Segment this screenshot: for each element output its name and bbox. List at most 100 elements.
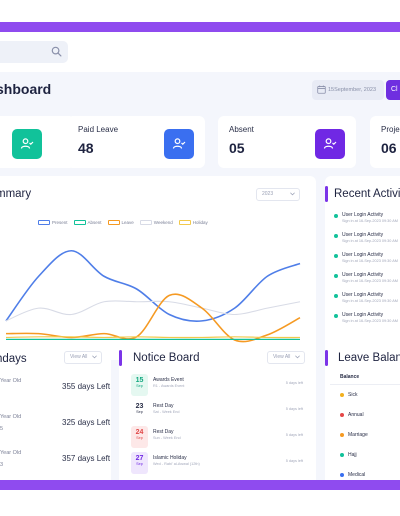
notice-title: Islamic Holiday <box>153 455 187 461</box>
leave-type-dot <box>340 433 344 437</box>
leave-type-label: Annual <box>348 412 364 418</box>
leave-balance-card <box>325 343 400 480</box>
status-dot <box>334 254 338 258</box>
holiday-name-extra: 3 <box>0 462 4 468</box>
notice-title: Awards Event <box>153 377 184 383</box>
holiday-name-extra: 5 <box>0 426 4 432</box>
calendar-icon <box>317 85 326 94</box>
status-dot <box>334 234 338 238</box>
activity-subtitle: Sign in at 16-Sep-2023 09:30 AM <box>342 279 398 283</box>
notice-date-badge: 23 Sep <box>131 400 148 422</box>
stat-icon-box <box>315 129 345 159</box>
activity-title: User Login Activity <box>342 232 384 238</box>
holidays-card <box>0 343 111 480</box>
holidays-title: hdays <box>0 353 27 365</box>
year-select[interactable]: 2023 <box>256 188 300 201</box>
leave-type-dot <box>340 393 344 397</box>
chevron-down-icon <box>290 192 295 196</box>
activity-subtitle: Sign in at 16-Sep-2023 09:30 AM <box>342 259 398 263</box>
legend-label: Absent <box>87 219 102 225</box>
holiday-name: Year Old <box>0 378 22 384</box>
stat-label: Absent <box>229 125 254 134</box>
dashboard-app: shboard 15September, 2023 Cl Paid Le <box>0 32 400 480</box>
notice-date-badge: 15 Sep <box>131 374 148 396</box>
notice-day: 27 <box>135 455 144 462</box>
card-accent <box>325 186 328 202</box>
select-value: View All <box>273 354 291 360</box>
stat-card-projects: Projec 06 <box>370 116 400 168</box>
legend-label: Weekend <box>153 219 173 225</box>
days-left: 355 days Left <box>62 382 111 391</box>
leave-type-label: Marriage <box>348 432 368 438</box>
summary-card <box>0 176 316 360</box>
series-line-leave <box>5 293 301 343</box>
stat-label: Paid Leave <box>78 125 119 134</box>
recent-activity-card <box>325 176 400 360</box>
notice-days-left: 5 days left <box>285 381 303 385</box>
status-dot <box>334 274 338 278</box>
notice-item[interactable]: 27 Sep Islamic Holiday Wed - Rabi' al-Awwal… <box>131 452 309 474</box>
notice-item[interactable]: 24 Sep Rest Day Sun - Week End 5 days left <box>131 426 309 448</box>
leave-balance-header: Balance <box>340 374 360 380</box>
leave-type-dot <box>340 413 344 417</box>
chart-legend: Present Absent Leave Weekend Holiday <box>38 218 208 226</box>
card-accent <box>119 350 122 366</box>
search-input[interactable] <box>0 41 68 63</box>
bottom-accent-bar <box>0 480 400 490</box>
date-text: 15September, 2023 <box>328 87 377 93</box>
series-line-present <box>5 249 301 322</box>
stat-card-paid-leave: Paid Leave 48 <box>67 116 205 168</box>
notice-subtitle: Wed - Rabi' al-Awwal (12th) <box>153 462 200 466</box>
year-select-value: 2023 <box>262 191 274 197</box>
notice-days-left: 5 days left <box>285 459 303 463</box>
legend-swatch <box>38 219 50 225</box>
legend-item: Absent <box>73 218 102 226</box>
top-navigation <box>0 32 400 72</box>
user-check-icon <box>20 138 34 149</box>
notice-subtitle: Sun - Week End <box>153 436 181 440</box>
top-accent-bar <box>0 22 400 32</box>
legend-label: Leave <box>121 219 134 225</box>
notice-title: Rest Day <box>153 429 174 435</box>
legend-item: Weekend <box>139 218 173 226</box>
card-accent <box>325 350 328 366</box>
date-display[interactable]: 15September, 2023 <box>312 80 384 100</box>
holidays-view-all-select[interactable]: View All <box>64 351 102 364</box>
notice-days-left: 5 days left <box>285 407 303 411</box>
notice-title: Rest Day <box>153 403 174 409</box>
leave-type-label: Medical <box>348 472 366 478</box>
notice-month: Sep <box>136 410 143 414</box>
notice-view-all-select[interactable]: View All <box>267 351 305 364</box>
stat-value: 06 <box>381 140 397 156</box>
stat-icon-box <box>164 129 194 159</box>
clock-in-button[interactable]: Cl <box>386 80 400 100</box>
status-dot <box>334 314 338 318</box>
search-icon[interactable] <box>51 46 62 57</box>
attendance-line-chart: MarAprMayJunJulAugSepOctNovDec <box>2 249 305 353</box>
stat-card-present <box>0 116 75 168</box>
legend-swatch <box>178 219 191 225</box>
summary-title: mmary <box>0 188 32 200</box>
legend-item: Holiday <box>178 218 208 226</box>
leave-balance-title: Leave Balanc <box>338 352 400 364</box>
select-value: View All <box>70 354 88 360</box>
notice-item[interactable]: 15 Sep Awards Event R1 - Awards Event 5 days… <box>131 374 309 396</box>
activity-title: User Login Activity <box>342 272 384 278</box>
stat-label: Projec <box>381 125 400 134</box>
notice-month: Sep <box>136 384 143 388</box>
activity-title: User Login Activity <box>342 292 384 298</box>
stat-card-absent: Absent 05 <box>218 116 356 168</box>
page-title: shboard <box>0 81 52 97</box>
notice-item[interactable]: 23 Sep Rest Day Sat - Week End 5 days left <box>131 400 309 422</box>
leave-type-label: Hajj <box>348 452 357 458</box>
user-check-icon <box>172 138 186 149</box>
notice-day: 24 <box>135 429 144 436</box>
legend-label: Holiday <box>192 219 208 225</box>
notice-board-title: Notice Board <box>133 352 200 364</box>
chevron-down-icon <box>92 355 97 359</box>
leave-type-label: Sick <box>348 392 358 398</box>
user-check-icon <box>323 138 337 149</box>
legend-swatch <box>139 219 152 225</box>
holiday-name: Year Old <box>0 414 22 420</box>
notice-subtitle: R1 - Awards Event <box>153 384 185 388</box>
